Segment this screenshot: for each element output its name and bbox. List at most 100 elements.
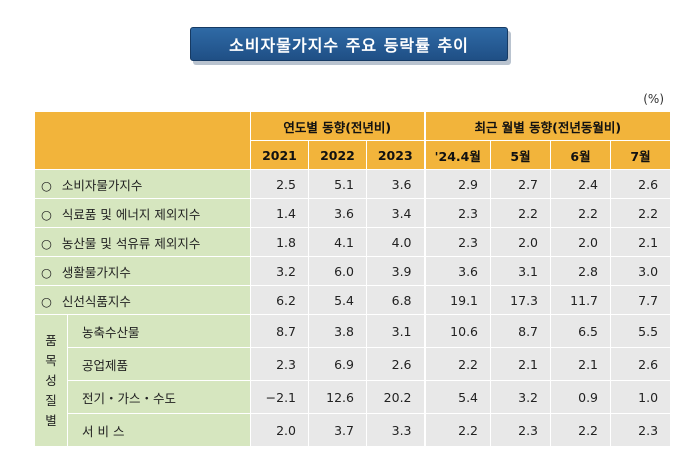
value-cell: 6.9 — [308, 347, 367, 381]
column-header: '24.4월 — [423, 140, 492, 170]
cpi-table: 연도별 동향(전년비) 최근 월별 동향(전년동월비) 2021 2022 20… — [34, 111, 672, 447]
column-header: 2023 — [365, 140, 426, 170]
value-cell: 1.4 — [250, 198, 309, 228]
value-cell: 19.1 — [423, 285, 492, 315]
table-row: ○ 소비자물가지수 2.5 5.1 3.6 2.9 2.7 2.4 2.6 — [34, 169, 672, 199]
table-row: ○ 식료품 및 에너지 제외지수 1.4 3.6 3.4 2.3 2.2 2.2 … — [34, 198, 672, 228]
value-cell: 6.8 — [365, 285, 426, 315]
value-cell: 2.3 — [423, 227, 492, 257]
bullet: ○ — [41, 264, 52, 280]
table-row: 서 비 스 2.0 3.7 3.3 2.2 2.3 2.2 2.3 — [35, 413, 672, 447]
row-label: ○ 생활물가지수 — [34, 256, 251, 286]
value-cell: 3.2 — [250, 256, 309, 286]
value-cell: 3.4 — [365, 198, 426, 228]
value-cell: 5.5 — [610, 314, 672, 348]
value-cell: 2.5 — [250, 169, 309, 199]
value-cell: 8.7 — [250, 314, 309, 348]
value-cell: 0.9 — [550, 380, 612, 414]
value-cell: 6.5 — [550, 314, 612, 348]
value-cell: 3.0 — [610, 256, 672, 286]
table-row: ○ 생활물가지수 3.2 6.0 3.9 3.6 3.1 2.8 3.0 — [34, 256, 672, 286]
table-row: 품 목 성 질 별 농축수산물 8.7 3.8 3.1 10.6 8.7 6.5… — [34, 314, 672, 447]
value-cell: 2.0 — [490, 227, 552, 257]
value-cell: 1.8 — [250, 227, 309, 257]
value-cell: 2.3 — [423, 198, 492, 228]
monthly-group-header: 최근 월별 동향(전년동월비) — [423, 111, 672, 141]
row-label: 서 비 스 — [67, 413, 251, 447]
value-cell: 3.2 — [490, 380, 552, 414]
value-cell: 2.3 — [490, 413, 552, 447]
row-label: ○ 식료품 및 에너지 제외지수 — [34, 198, 251, 228]
row-label: 전기・가스・수도 — [67, 380, 251, 414]
bullet: ○ — [41, 177, 52, 193]
value-cell: −2.1 — [250, 380, 309, 414]
unit-label: (%) — [643, 92, 664, 106]
value-cell: 3.6 — [423, 256, 492, 286]
value-cell: 2.1 — [490, 347, 552, 381]
row-label: 농축수산물 — [67, 314, 251, 348]
table-row: ○ 신선식품지수 6.2 5.4 6.8 19.1 17.3 11.7 7.7 — [34, 285, 672, 315]
value-cell: 4.1 — [308, 227, 367, 257]
value-cell: 3.3 — [365, 413, 426, 447]
value-cell: 2.1 — [610, 227, 672, 257]
value-cell: 3.1 — [365, 314, 426, 348]
annual-group-header: 연도별 동향(전년비) — [249, 111, 426, 141]
row-label: 공업제품 — [67, 347, 251, 381]
value-cell: 5.4 — [423, 380, 492, 414]
value-cell: 5.4 — [308, 285, 367, 315]
column-header: 5월 — [490, 140, 552, 170]
row-label: ○ 농산물 및 석유류 제외지수 — [34, 227, 251, 257]
value-cell: 2.6 — [365, 347, 426, 381]
bullet: ○ — [41, 235, 52, 251]
bullet: ○ — [41, 293, 52, 309]
value-cell: 12.6 — [308, 380, 367, 414]
value-cell: 4.0 — [365, 227, 426, 257]
table-row: 전기・가스・수도 −2.1 12.6 20.2 5.4 3.2 0.9 1.0 — [35, 380, 672, 414]
value-cell: 1.0 — [610, 380, 672, 414]
table-row: 공업제품 2.3 6.9 2.6 2.2 2.1 2.1 2.6 — [35, 347, 672, 381]
value-cell: 7.7 — [610, 285, 672, 315]
value-cell: 8.7 — [490, 314, 552, 348]
table-row: ○ 농산물 및 석유류 제외지수 1.8 4.1 4.0 2.3 2.0 2.0 … — [34, 227, 672, 257]
value-cell: 2.2 — [423, 347, 492, 381]
value-cell: 3.7 — [308, 413, 367, 447]
value-cell: 2.6 — [610, 347, 672, 381]
value-cell: 2.2 — [550, 198, 612, 228]
group-label: 품 목 성 질 별 — [34, 314, 68, 447]
value-cell: 2.9 — [423, 169, 492, 199]
value-cell: 3.6 — [365, 169, 426, 199]
value-cell: 17.3 — [490, 285, 552, 315]
row-label: ○ 소비자물가지수 — [34, 169, 251, 199]
value-cell: 2.3 — [250, 347, 309, 381]
value-cell: 2.2 — [423, 413, 492, 447]
value-cell: 2.4 — [550, 169, 612, 199]
value-cell: 2.2 — [610, 198, 672, 228]
column-header: 6월 — [550, 140, 612, 170]
value-cell: 3.6 — [308, 198, 367, 228]
value-cell: 3.1 — [490, 256, 552, 286]
value-cell: 5.1 — [308, 169, 367, 199]
value-cell: 20.2 — [365, 380, 426, 414]
value-cell: 2.2 — [490, 198, 552, 228]
value-cell: 3.8 — [308, 314, 367, 348]
value-cell: 2.8 — [550, 256, 612, 286]
value-cell: 10.6 — [423, 314, 492, 348]
value-cell: 11.7 — [550, 285, 612, 315]
value-cell: 2.6 — [610, 169, 672, 199]
value-cell: 6.0 — [308, 256, 367, 286]
value-cell: 2.2 — [550, 413, 612, 447]
row-label: ○ 신선식품지수 — [34, 285, 251, 315]
column-header: 2021 — [250, 140, 309, 170]
value-cell: 2.3 — [610, 413, 672, 447]
bullet: ○ — [41, 206, 52, 222]
value-cell: 6.2 — [250, 285, 309, 315]
value-cell: 2.1 — [550, 347, 612, 381]
value-cell: 2.0 — [250, 413, 309, 447]
value-cell: 2.0 — [550, 227, 612, 257]
column-header: 7월 — [610, 140, 672, 170]
header-corner — [34, 111, 251, 170]
value-cell: 3.9 — [365, 256, 426, 286]
value-cell: 2.7 — [490, 169, 552, 199]
column-header: 2022 — [308, 140, 367, 170]
page-title: 소비자물가지수 주요 등락률 추이 — [190, 27, 508, 61]
